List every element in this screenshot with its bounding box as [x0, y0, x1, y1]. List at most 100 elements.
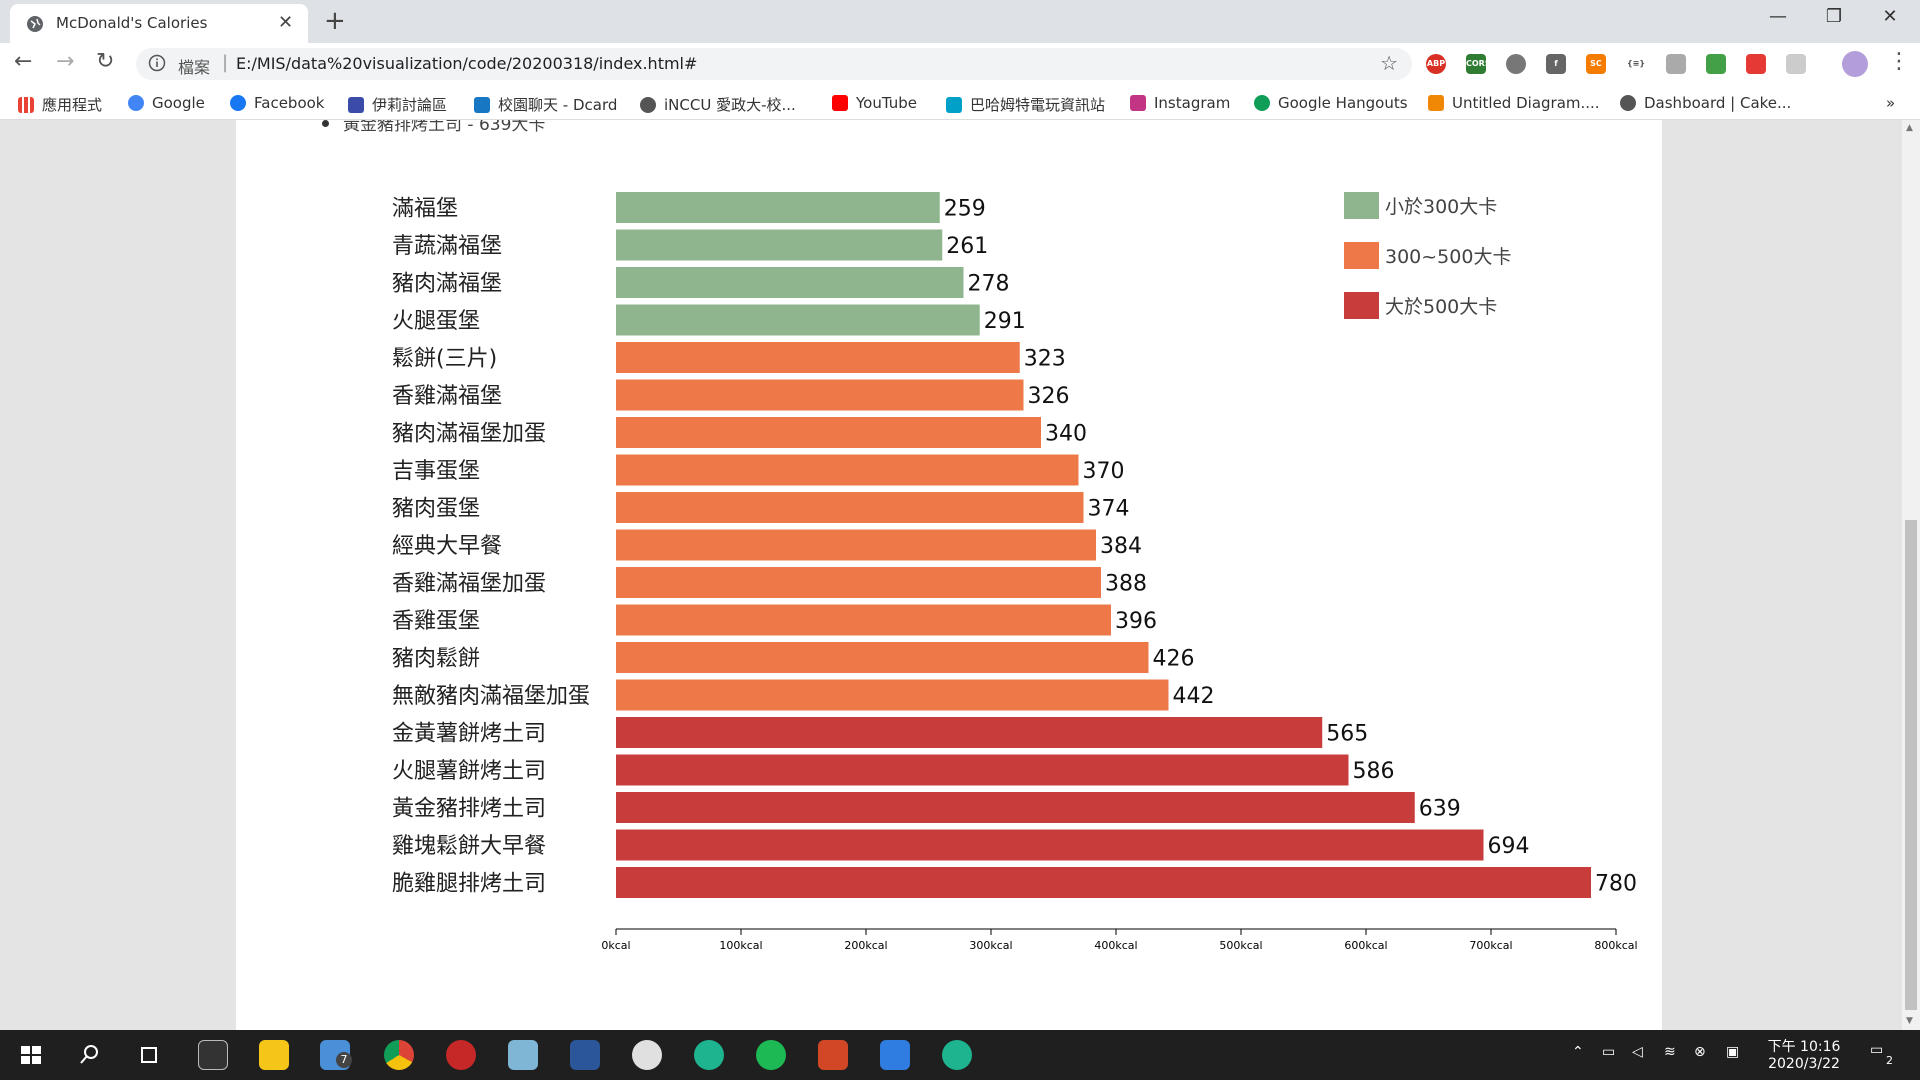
notification-icon[interactable]: ▭: [1870, 1042, 1884, 1058]
gamer-icon: [946, 97, 962, 113]
minimize-icon[interactable]: —: [1769, 6, 1787, 27]
facebook-icon: [230, 95, 246, 111]
adblock-icon[interactable]: ABP: [1426, 54, 1446, 74]
game-app-icon[interactable]: [446, 1040, 476, 1070]
json-extension-icon[interactable]: {≡}: [1626, 54, 1646, 74]
f-extension-icon[interactable]: f: [1546, 54, 1566, 74]
word-icon[interactable]: [570, 1040, 600, 1070]
bookmark-instagram[interactable]: Instagram: [1130, 94, 1230, 112]
tab-active[interactable]: McDonald's Calories ✕: [10, 4, 308, 43]
pdf-extension-icon[interactable]: [1666, 54, 1686, 74]
task-view-icon[interactable]: [134, 1040, 164, 1070]
bar-category-label: 香雞蛋堡: [392, 609, 480, 634]
bookmark-inccu[interactable]: iNCCU 愛政大-校...: [640, 94, 796, 115]
bar-value-label: 442: [1173, 684, 1215, 709]
bookmark-drawio[interactable]: Untitled Diagram....: [1428, 94, 1600, 112]
bar-category-label: 豬肉滿福堡加蛋: [392, 422, 546, 447]
instagram-icon: [1130, 95, 1146, 111]
bar-value-label: 326: [1028, 384, 1070, 409]
legend-label: 小於300大卡: [1385, 196, 1497, 218]
clock-date[interactable]: 2020/3/22: [1768, 1056, 1840, 1072]
x-tick-label: 100kcal: [719, 939, 762, 952]
bar-category-label: 脆雞腿排烤土司: [392, 872, 546, 897]
tab-close-icon[interactable]: ✕: [278, 12, 294, 33]
restore-icon[interactable]: ❐: [1825, 6, 1843, 27]
calorie-bar-chart: 滿福堡 259 青蔬滿福堡 261 豬肉滿福堡 278 火腿蛋堡 291 鬆餅(三片) 323 香雞…: [392, 192, 1638, 952]
hangouts-icon: [1254, 95, 1270, 111]
bookmark-eyny[interactable]: 伊莉討論區: [348, 94, 447, 115]
bookmark-hangouts[interactable]: Google Hangouts: [1254, 94, 1408, 112]
battery-icon[interactable]: ▭: [1602, 1044, 1616, 1060]
bar-category-label: 滿福堡: [392, 197, 458, 222]
close-circle-icon[interactable]: ⊗: [1694, 1044, 1706, 1060]
mail-icon[interactable]: 7: [320, 1040, 352, 1070]
forward-icon[interactable]: →: [56, 49, 75, 74]
bar: [616, 829, 1484, 861]
bar: [616, 379, 1024, 411]
app-icon[interactable]: [880, 1040, 910, 1070]
info-icon[interactable]: [148, 54, 166, 72]
bar-value-label: 639: [1419, 797, 1461, 822]
terminal-icon[interactable]: [198, 1040, 228, 1070]
browser-toolbar: ← → ↻ 檔案 | E:/MIS/data%20visualization/c…: [0, 43, 1920, 85]
google-icon: [128, 95, 144, 111]
bar: [616, 754, 1349, 786]
bar-category-label: 豬肉鬆餅: [392, 647, 480, 672]
chrome-icon[interactable]: [384, 1040, 414, 1070]
scrollbar-thumb[interactable]: [1905, 520, 1917, 1010]
mendeley-extension-icon[interactable]: [1746, 54, 1766, 74]
bookmark-star-icon[interactable]: ☆: [1380, 51, 1398, 75]
url-text[interactable]: E:/MIS/data%20visualization/code/2020031…: [236, 54, 698, 73]
bookmark-facebook[interactable]: Facebook: [230, 94, 324, 112]
paint-app-icon[interactable]: [632, 1040, 662, 1070]
notes-app-icon[interactable]: [508, 1040, 538, 1070]
bar-value-label: 259: [944, 197, 986, 222]
search-icon[interactable]: [74, 1040, 104, 1070]
close-window-icon[interactable]: ✕: [1882, 6, 1898, 27]
tab-title: McDonald's Calories: [56, 14, 208, 32]
address-bar[interactable]: 檔案 | E:/MIS/data%20visualization/code/20…: [136, 48, 1412, 80]
volume-icon[interactable]: ◁: [1632, 1044, 1643, 1060]
atom-icon[interactable]: [942, 1040, 972, 1070]
chat-extension-icon[interactable]: [1506, 54, 1526, 74]
clock-time[interactable]: 下午 10:16: [1767, 1039, 1841, 1055]
cors-extension-icon[interactable]: CORS: [1466, 54, 1491, 74]
back-icon[interactable]: ←: [14, 49, 33, 74]
bookmark-gamer[interactable]: 巴哈姆特電玩資訊站: [946, 94, 1105, 115]
globe-icon: [640, 97, 656, 113]
menu-icon[interactable]: ⋮: [1888, 49, 1910, 74]
profile-avatar[interactable]: [1842, 51, 1868, 77]
powerpoint-icon[interactable]: [818, 1040, 848, 1070]
bookmarks-bar: 應用程式 Google Facebook 伊莉討論區 校園聊天 - Dcard …: [0, 85, 1920, 120]
atom-icon[interactable]: [694, 1040, 724, 1070]
reload-icon[interactable]: ↻: [96, 49, 115, 74]
x-tick-label: 200kcal: [844, 939, 887, 952]
url-separator: |: [222, 52, 229, 73]
bookmark-dcard[interactable]: 校園聊天 - Dcard: [474, 94, 617, 115]
bar-value-label: 388: [1105, 572, 1147, 597]
bar-value-label: 780: [1595, 872, 1637, 897]
spotify-icon[interactable]: [756, 1040, 786, 1070]
new-tab-button[interactable]: +: [324, 6, 346, 36]
bookmark-dashboard[interactable]: Dashboard | Cake...: [1620, 94, 1791, 112]
bookmark-apps[interactable]: 應用程式: [18, 94, 102, 115]
bar: [616, 792, 1415, 823]
bookmark-youtube[interactable]: YouTube: [832, 94, 917, 112]
bar-category-label: 雞塊鬆餅大早餐: [392, 834, 546, 859]
globe-icon: [1620, 95, 1636, 111]
bar-value-label: 291: [984, 309, 1026, 334]
windows-start-icon[interactable]: [16, 1040, 46, 1070]
bookmarks-more-icon[interactable]: »: [1886, 94, 1896, 112]
vertical-scrollbar[interactable]: ▲ ▼: [1902, 120, 1920, 1030]
ticket-extension-icon[interactable]: [1786, 54, 1806, 74]
file-explorer-icon[interactable]: [259, 1040, 289, 1070]
chevron-up-icon[interactable]: ⌃: [1572, 1044, 1584, 1060]
download-extension-icon[interactable]: [1706, 54, 1726, 74]
bookmark-google[interactable]: Google: [128, 94, 205, 112]
wifi-icon[interactable]: ≋: [1664, 1044, 1676, 1060]
scroll-down-icon[interactable]: ▼: [1906, 1016, 1913, 1026]
bar-category-label: 吉事蛋堡: [392, 459, 480, 484]
ime-icon[interactable]: ▣: [1726, 1044, 1740, 1060]
sc-extension-icon[interactable]: SC: [1586, 54, 1606, 74]
scroll-up-icon[interactable]: ▲: [1906, 123, 1913, 133]
